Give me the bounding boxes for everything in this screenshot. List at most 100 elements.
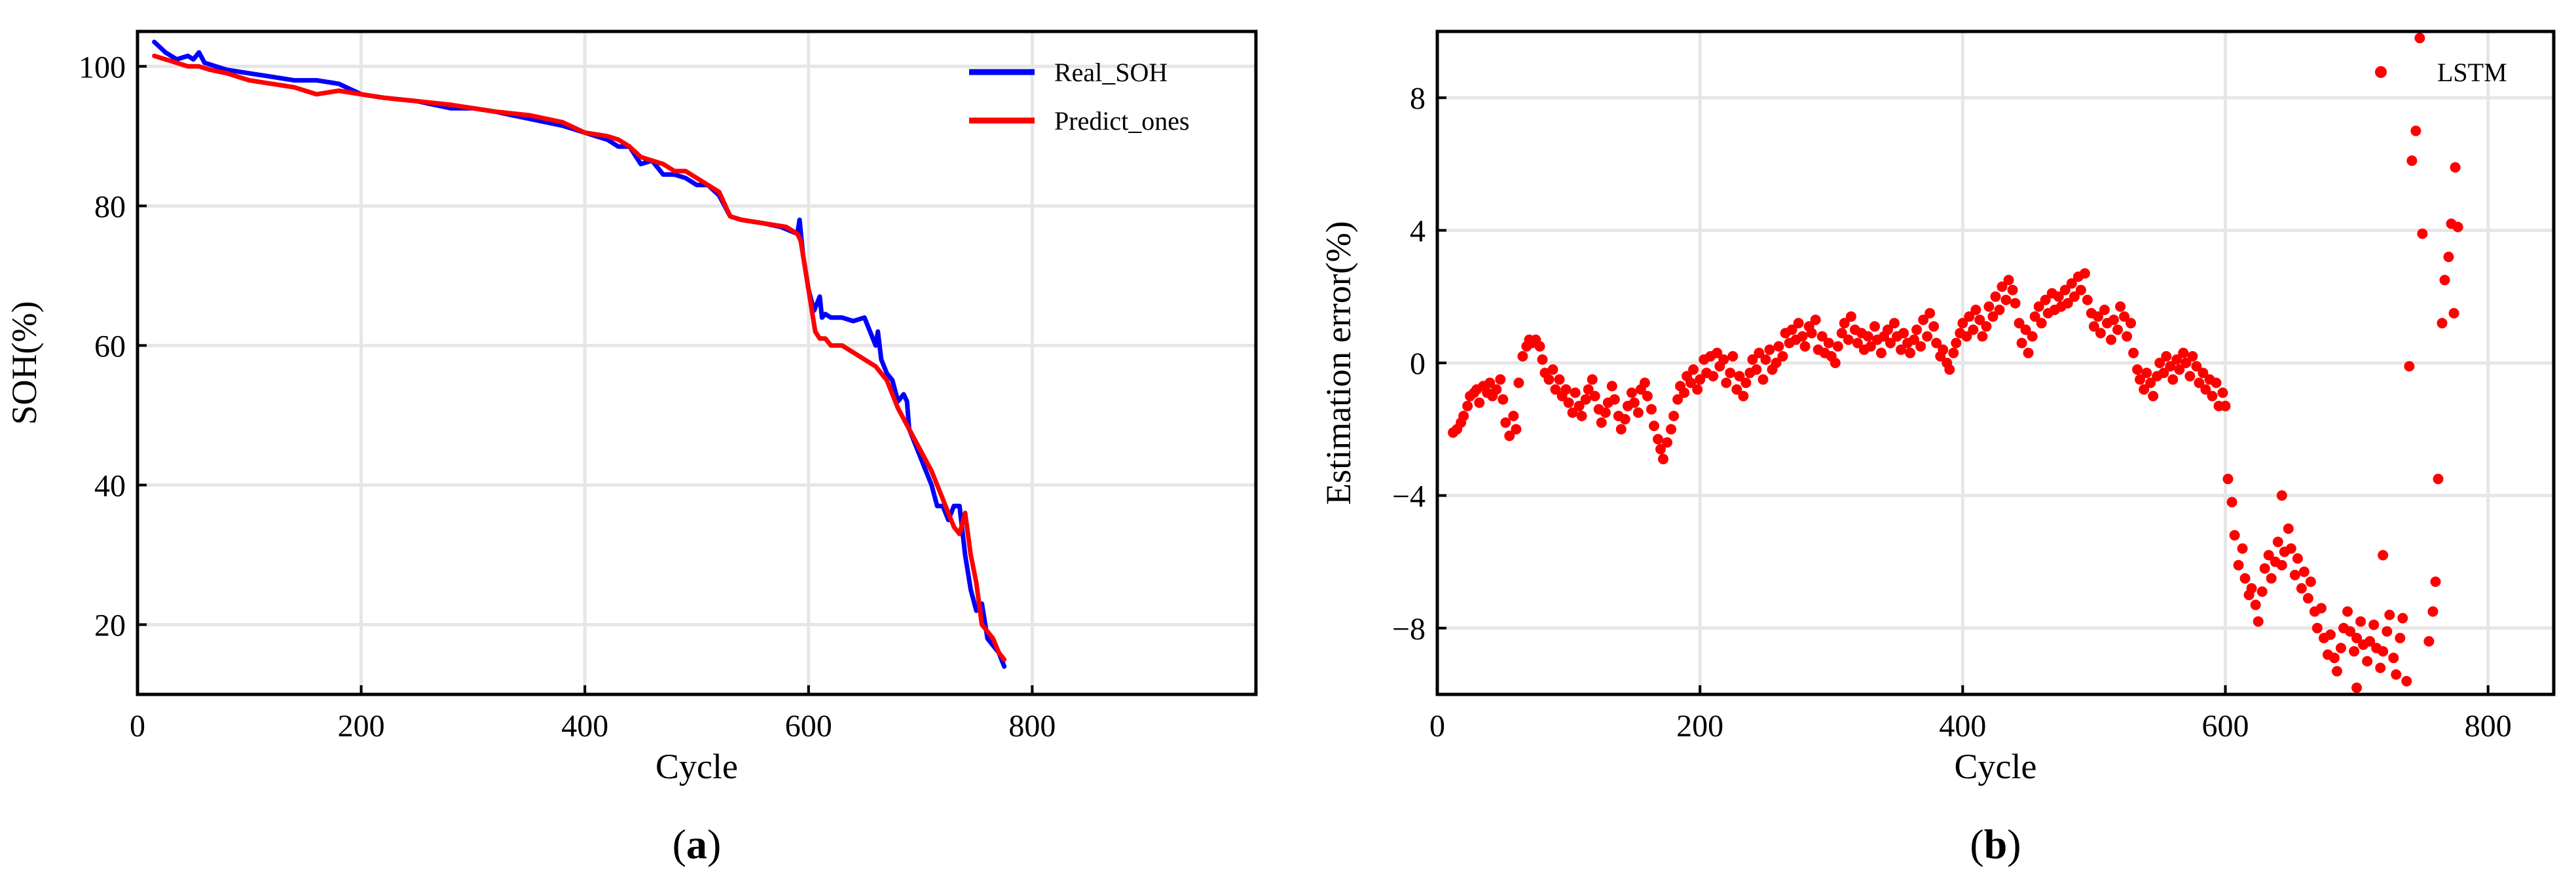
scatter-point: [2040, 294, 2051, 305]
scatter-point: [1885, 337, 1896, 349]
scatter-point: [2059, 284, 2070, 295]
scatter-point: [2417, 228, 2428, 239]
scatter-point: [2184, 371, 2196, 382]
scatter-point: [1596, 417, 1607, 428]
scatter-point: [1757, 374, 1769, 385]
scatter-point: [1924, 308, 1936, 319]
scatter-point: [2276, 490, 2287, 501]
scatter-point: [2178, 347, 2189, 358]
scatter-point: [1898, 328, 1909, 339]
scatter-point: [1909, 334, 1920, 345]
scatter-point: [1508, 411, 1519, 421]
scatter-point: [2272, 537, 2283, 548]
panel-a-ticks: 0 200 400 600 800 20 40 60 80 100: [79, 50, 1056, 744]
scatter-point: [2375, 662, 2386, 673]
panel-a-caption-open: (: [672, 821, 686, 867]
scatter-point: [1725, 368, 1736, 379]
scatter-point: [2276, 559, 2287, 571]
panel-a-x-axis-title: Cycle: [655, 747, 738, 786]
scatter-point: [1642, 390, 1653, 402]
scatter-point: [2141, 368, 2152, 379]
scatter-point: [1964, 311, 1975, 322]
scatter-point: [1491, 384, 1502, 395]
scatter-point: [2191, 361, 2202, 372]
scatter-point: [1727, 350, 1739, 362]
scatter-point: [2233, 559, 2244, 571]
scatter-point: [2266, 573, 2277, 584]
scatter-point: [2397, 613, 2408, 624]
scatter-point: [1550, 384, 1561, 395]
scatter-point: [2430, 576, 2441, 587]
scatter-point: [2423, 636, 2435, 647]
scatter-point: [2079, 268, 2090, 279]
scatter-point: [2066, 278, 2077, 289]
panel-a-y-tick-label: 80: [94, 189, 126, 224]
scatter-point: [2095, 328, 2106, 339]
scatter-point: [2053, 291, 2064, 302]
scatter-point: [1655, 444, 1666, 455]
scatter-point: [1869, 321, 1880, 332]
panel-a-caption: (a): [672, 821, 722, 867]
scatter-point: [1754, 347, 1765, 358]
scatter-point: [1771, 358, 1782, 368]
scatter-point: [2222, 474, 2234, 485]
panel-b-x-tick-label: 200: [1676, 709, 1723, 744]
panel-b-y-tick-label: 0: [1410, 347, 1426, 381]
panel-b-grid: [1437, 31, 2554, 694]
scatter-point: [1862, 331, 1873, 342]
scatter-point: [2439, 274, 2450, 286]
scatter-point: [1797, 331, 1808, 342]
scatter-point: [2132, 364, 2143, 375]
scatter-point: [2010, 297, 2021, 309]
scatter-point: [1662, 437, 1672, 448]
scatter-point: [2167, 374, 2179, 385]
scatter-point: [1517, 350, 1528, 362]
scatter-point: [1760, 354, 1771, 365]
scatter-point: [1547, 364, 1558, 375]
panel-a-legend: Real_SOH Predict_ones: [969, 58, 1190, 136]
scatter-point: [1731, 384, 1742, 395]
scatter-point: [2122, 331, 2133, 342]
scatter-point: [1679, 387, 1690, 398]
panel-b-x-tick-label: 400: [1939, 709, 1986, 744]
scatter-point: [1911, 324, 1923, 335]
scatter-point: [1970, 305, 1981, 315]
series-line-predict-ones: [152, 53, 1007, 662]
panel-b-x-tick-label: 600: [2202, 709, 2249, 744]
scatter-point: [1836, 328, 1847, 339]
scatter-point: [2298, 566, 2309, 577]
panel-b-series: [1448, 33, 2463, 693]
legend-label-real-soh: Real_SOH: [1054, 58, 1168, 87]
scatter-point: [1695, 374, 1706, 385]
scatter-point: [1845, 311, 1856, 322]
scatter-point: [1653, 434, 1663, 445]
scatter-point: [2378, 646, 2389, 657]
scatter-point: [2003, 274, 2014, 286]
panel-b-caption-close: ): [2007, 821, 2021, 867]
scatter-point: [1708, 371, 1719, 382]
scatter-point: [1537, 354, 1548, 365]
panel-a-y-tick-label: 100: [79, 50, 126, 85]
scatter-point: [1806, 328, 1817, 339]
scatter-point: [1692, 384, 1703, 395]
scatter-point: [1734, 371, 1745, 382]
scatter-point: [1721, 377, 1732, 388]
panel-b-ticks: 0 200 400 600 800 −8 −4 0 4 8: [1392, 81, 2512, 744]
scatter-point: [1534, 341, 1545, 352]
scatter-point: [1968, 324, 1979, 335]
panel-b-x-tick-label: 0: [1429, 709, 1445, 744]
scatter-point: [1983, 301, 1995, 312]
scatter-point: [2395, 633, 2406, 643]
scatter-point: [1994, 305, 2005, 315]
scatter-point: [1905, 347, 1916, 358]
scatter-point: [1600, 407, 1611, 418]
scatter-point: [1672, 394, 1684, 405]
legend-marker-lstm: [2375, 66, 2387, 78]
scatter-point: [2207, 390, 2218, 402]
scatter-point: [1981, 321, 1992, 332]
scatter-point: [2285, 543, 2296, 554]
scatter-point: [2036, 318, 2047, 329]
scatter-point: [2443, 252, 2454, 263]
scatter-point: [2448, 308, 2459, 319]
